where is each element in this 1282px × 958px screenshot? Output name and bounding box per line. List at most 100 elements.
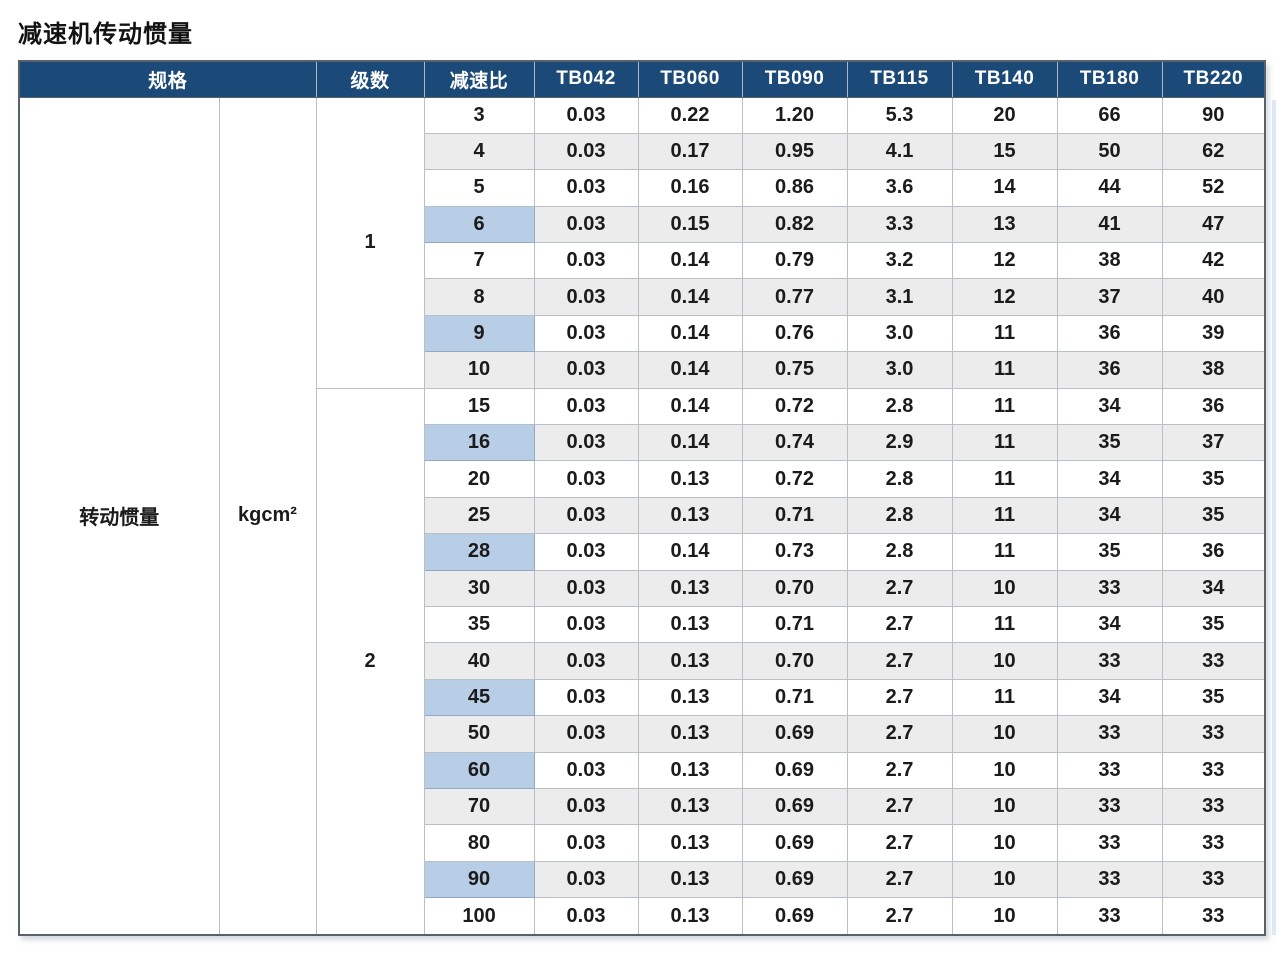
value-cell: 0.69 — [741, 824, 848, 862]
value-cell: 1.20 — [741, 96, 848, 134]
ratio-cell: 80 — [423, 824, 535, 862]
value-cell: 35 — [1161, 496, 1266, 535]
value-cell: 0.03 — [533, 751, 639, 789]
value-cell: 2.7 — [846, 897, 953, 936]
value-cell: 2.7 — [846, 860, 953, 899]
value-cell: 10 — [951, 860, 1058, 899]
value-cell: 0.15 — [637, 205, 743, 244]
value-cell: 0.03 — [533, 169, 639, 207]
ratio-cell: 25 — [423, 496, 535, 535]
value-cell: 0.13 — [637, 897, 743, 936]
value-cell: 10 — [951, 824, 1058, 862]
ratio-cell: 8 — [423, 278, 535, 316]
value-cell: 0.86 — [741, 169, 848, 207]
column-header-TB140: TB140 — [951, 60, 1058, 98]
value-cell: 0.13 — [637, 642, 743, 680]
column-header-spec: 规格 — [18, 60, 317, 98]
ratio-cell: 100 — [423, 897, 535, 936]
value-cell: 0.13 — [637, 460, 743, 498]
value-cell: 0.14 — [637, 351, 743, 389]
value-cell: 42 — [1161, 242, 1266, 280]
value-cell: 33 — [1056, 860, 1163, 899]
ratio-cell: 3 — [423, 96, 535, 134]
value-cell: 47 — [1161, 205, 1266, 244]
value-cell: 5.3 — [846, 96, 953, 134]
value-cell: 0.16 — [637, 169, 743, 207]
table-row: 10 0.03 0.14 0.75 3.0 11 36 38 — [19, 351, 1266, 389]
table-row: 16 0.03 0.14 0.74 2.9 11 35 37 — [19, 424, 1266, 462]
value-cell: 39 — [1161, 314, 1266, 353]
value-cell: 3.1 — [846, 278, 953, 316]
value-cell: 10 — [951, 569, 1058, 607]
value-cell: 0.69 — [741, 751, 848, 789]
value-cell: 0.03 — [533, 824, 639, 862]
table-row: 28 0.03 0.14 0.73 2.8 11 35 36 — [19, 533, 1266, 571]
ratio-cell: 60 — [423, 751, 535, 789]
table-row: 8 0.03 0.14 0.77 3.1 12 37 40 — [19, 278, 1266, 316]
value-cell: 0.03 — [533, 496, 639, 535]
value-cell: 52 — [1161, 169, 1266, 207]
value-cell: 36 — [1056, 314, 1163, 353]
value-cell: 0.03 — [533, 424, 639, 462]
value-cell: 10 — [951, 751, 1058, 789]
value-cell: 0.03 — [533, 314, 639, 353]
value-cell: 0.03 — [533, 605, 639, 644]
value-cell: 0.14 — [637, 242, 743, 280]
table-row: 6 0.03 0.15 0.82 3.3 13 41 47 — [19, 205, 1266, 244]
column-header-TB060: TB060 — [637, 60, 743, 98]
value-cell: 2.7 — [846, 787, 953, 826]
value-cell: 3.2 — [846, 242, 953, 280]
value-cell: 0.69 — [741, 787, 848, 826]
value-cell: 10 — [951, 787, 1058, 826]
stage-cell: 1 — [315, 96, 425, 389]
value-cell: 2.9 — [846, 424, 953, 462]
value-cell: 2.7 — [846, 678, 953, 717]
value-cell: 35 — [1161, 678, 1266, 717]
table-body: 转动惯量 kgcm² 1 3 0.03 0.22 1.20 5.3 20 66 90 4 0.03 0.1… — [18, 96, 1266, 936]
value-cell: 2.8 — [846, 387, 953, 426]
value-cell: 2.7 — [846, 824, 953, 862]
value-cell: 3.0 — [846, 351, 953, 389]
value-cell: 0.03 — [533, 897, 639, 936]
value-cell: 2.8 — [846, 533, 953, 571]
value-cell: 0.13 — [637, 751, 743, 789]
page-title: 减速机传动惯量 — [18, 21, 193, 48]
value-cell: 62 — [1161, 132, 1266, 171]
value-cell: 11 — [951, 496, 1058, 535]
value-cell: 37 — [1161, 424, 1266, 462]
value-cell: 0.75 — [741, 351, 848, 389]
value-cell: 0.73 — [741, 533, 848, 571]
column-header-ratio: 减速比 — [423, 60, 535, 98]
value-cell: 66 — [1056, 96, 1163, 134]
value-cell: 33 — [1056, 642, 1163, 680]
value-cell: 0.22 — [637, 96, 743, 134]
value-cell: 2.7 — [846, 605, 953, 644]
column-header-stage: 级数 — [315, 60, 425, 98]
value-cell: 0.03 — [533, 569, 639, 607]
value-cell: 33 — [1161, 824, 1266, 862]
ratio-cell: 30 — [423, 569, 535, 607]
table-row: 35 0.03 0.13 0.71 2.7 11 34 35 — [19, 605, 1266, 644]
value-cell: 35 — [1056, 533, 1163, 571]
header-row: 规格 级数 减速比 TB042 TB060 TB090 TB115 TB140 TB180 TB2… — [18, 60, 1266, 98]
value-cell: 0.79 — [741, 242, 848, 280]
value-cell: 33 — [1056, 787, 1163, 826]
inertia-table: 规格 级数 减速比 TB042 TB060 TB090 TB115 TB140 TB180 TB2… — [18, 60, 1267, 936]
value-cell: 0.13 — [637, 824, 743, 862]
value-cell: 36 — [1161, 533, 1266, 571]
value-cell: 12 — [951, 278, 1058, 316]
table-row: 80 0.03 0.13 0.69 2.7 10 33 33 — [19, 824, 1266, 862]
value-cell: 0.03 — [533, 533, 639, 571]
ratio-cell: 20 — [423, 460, 535, 498]
value-cell: 11 — [951, 678, 1058, 717]
ratio-cell: 28 — [423, 533, 535, 571]
value-cell: 10 — [951, 715, 1058, 753]
value-cell: 0.03 — [533, 242, 639, 280]
value-cell: 3.3 — [846, 205, 953, 244]
value-cell: 0.13 — [637, 678, 743, 717]
table-row: 30 0.03 0.13 0.70 2.7 10 33 34 — [19, 569, 1266, 607]
value-cell: 0.03 — [533, 860, 639, 899]
value-cell: 34 — [1056, 605, 1163, 644]
value-cell: 2.8 — [846, 496, 953, 535]
value-cell: 20 — [951, 96, 1058, 134]
